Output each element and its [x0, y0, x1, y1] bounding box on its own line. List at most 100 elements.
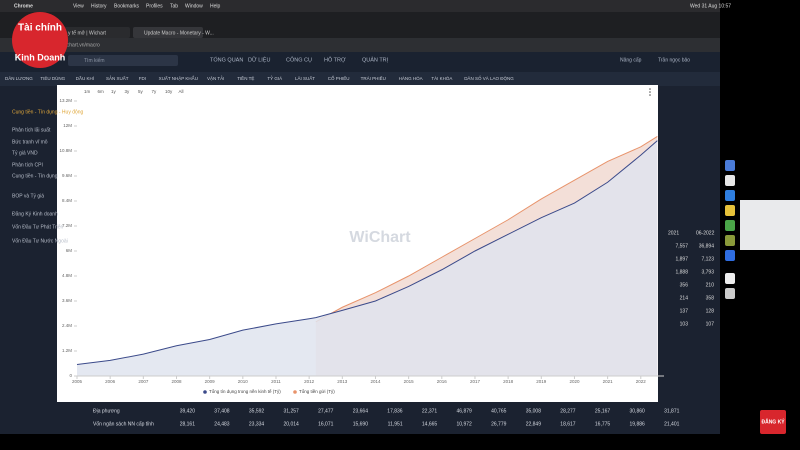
nav-item[interactable]: QUẢN TRỊ [362, 56, 389, 63]
table-cell: 16,071 [318, 421, 334, 427]
x-tick-label: 2007 [138, 379, 149, 384]
subnav-item[interactable]: VẬN TẢI [207, 75, 224, 81]
menu-item[interactable]: History [91, 3, 107, 9]
subnav-item[interactable]: DÂN LƯƠNG [5, 75, 33, 81]
subnav-item[interactable]: DÂN SỐ VÀ LAO ĐỘNG [464, 75, 514, 81]
table-cell: 28,161 [180, 421, 196, 427]
sidebar-item[interactable]: Phân tích CPI [12, 162, 43, 168]
menu-item[interactable]: Profiles [146, 3, 163, 9]
subnav-item[interactable]: CỔ PHIẾU [328, 75, 350, 81]
dock-icon[interactable] [725, 235, 735, 246]
sidebar-item[interactable]: Bức tranh vĩ mô [12, 139, 48, 145]
table-cell: 37,408 [214, 408, 230, 414]
dock-icon[interactable] [725, 205, 735, 216]
table-cell: 10,972 [457, 421, 473, 427]
subnav-item[interactable]: TIỀN TỆ [237, 74, 254, 81]
subnav-item[interactable]: TỶ GIÁ [267, 75, 282, 81]
dock-icon[interactable] [725, 175, 735, 186]
menu-dot[interactable] [649, 91, 651, 93]
sidebar-item[interactable]: Đăng Ký Kinh doanh [12, 211, 58, 217]
range-button[interactable]: 1m [84, 89, 91, 94]
search-box[interactable] [68, 55, 178, 66]
dock-icon[interactable] [725, 273, 735, 284]
menu-dot[interactable] [649, 94, 651, 96]
address: wichart.vn/macro [62, 42, 100, 48]
address-bar [0, 38, 720, 52]
legend-marker[interactable] [293, 390, 297, 394]
app-name: Chrome [14, 3, 33, 9]
menu-item[interactable]: Bookmarks [114, 3, 140, 9]
range-button[interactable]: All [179, 89, 184, 94]
x-tick-label: 2009 [205, 379, 216, 384]
range-button[interactable]: 1y [111, 89, 117, 94]
sidebar-item[interactable]: Tỷ giá VND [12, 149, 38, 156]
legend-label: Tổng tín dụng trong nền kinh tế (Tỷ) [209, 388, 281, 394]
legend-label: Tổng tiền gửi (Tỷ) [299, 388, 335, 394]
y-tick-label: 4.8M [62, 273, 72, 278]
dock-icon[interactable] [725, 160, 735, 171]
nav-item[interactable]: TỔNG QUAN [210, 56, 243, 63]
table-cell: 35,592 [249, 408, 265, 414]
tab[interactable] [133, 27, 203, 38]
range-button[interactable]: 5y [138, 89, 144, 94]
side-cell: 356 [680, 282, 689, 288]
subnav-item[interactable]: DẦU KHÍ [76, 75, 95, 81]
nav-item[interactable]: HỖ TRỢ [324, 56, 346, 63]
subnav-item[interactable]: TRÁI PHIẾU [361, 75, 386, 81]
subnav-item[interactable]: TIÊU DÙNG [40, 74, 65, 81]
site-header [0, 52, 720, 72]
subnav-item[interactable]: XUẤT NHẬP KHẨU [159, 75, 198, 81]
range-button[interactable]: 10y [165, 89, 173, 94]
range-button[interactable]: 6m [98, 89, 105, 94]
side-cell: 36,894 [699, 243, 715, 249]
menu-item[interactable]: View [73, 3, 84, 9]
side-header: 06-2022 [696, 230, 715, 236]
subnav-item[interactable]: LÃI SUẤT [295, 75, 315, 81]
menu-item[interactable]: Window [185, 3, 203, 9]
nav-item[interactable]: CÔNG CỤ [286, 56, 312, 63]
table-cell: 16,775 [595, 421, 611, 427]
x-tick-label: 2015 [404, 379, 415, 384]
x-tick-label: 2016 [437, 379, 448, 384]
y-tick-label: 8.4M [62, 198, 72, 203]
legend-marker[interactable] [203, 390, 207, 394]
x-tick-label: 2008 [171, 379, 182, 384]
dock-icon[interactable] [725, 288, 735, 299]
sidebar-item[interactable]: BOP và Tỷ giá [12, 192, 44, 199]
sidebar-item[interactable]: Vốn Đầu Tư Nước Ngoài [12, 238, 68, 244]
table-cell: 28,277 [560, 408, 576, 414]
table-cell: 46,879 [457, 408, 473, 414]
x-tick-label: 2017 [470, 379, 481, 384]
sidebar-item[interactable]: Cung tiền - Tín dụng [12, 173, 58, 179]
menu-item[interactable]: Help [210, 3, 221, 9]
y-tick-label: 10.8M [59, 148, 72, 153]
tab[interactable] [60, 27, 130, 38]
table-cell: 22,849 [526, 421, 542, 427]
subnav-item[interactable]: SẢN XUẤT [106, 75, 129, 81]
nav-item[interactable]: DỮ LIỆU [248, 55, 270, 63]
menu-dot[interactable] [649, 88, 651, 90]
menu-item[interactable]: Tab [170, 3, 178, 9]
sidebar-item[interactable]: Vốn Đầu Tư Phát Triển [12, 223, 64, 230]
x-tick-label: 2022 [636, 379, 647, 384]
tab-title: y tế mở | Wichart [68, 29, 107, 36]
x-tick-label: 2011 [271, 379, 281, 384]
sidebar-item[interactable]: Phân tích lãi suất [12, 127, 51, 133]
subnav-item[interactable]: TÀI KHÓA [431, 75, 452, 81]
subnav-item[interactable]: FDI [139, 76, 146, 81]
dock-icon[interactable] [725, 250, 735, 261]
y-tick-label: 3.6M [62, 298, 72, 303]
y-tick-label: 1.2M [62, 348, 72, 353]
user-link[interactable]: Nâng cấp [620, 57, 642, 63]
y-tick-label: 6M [66, 248, 73, 253]
subscribe-button[interactable] [760, 410, 786, 434]
menubar [0, 0, 720, 12]
clock: Wed 31 Aug 10:57 [690, 3, 731, 9]
range-button[interactable]: 7y [152, 89, 158, 94]
range-button[interactable]: 3y [125, 89, 131, 94]
dock-icon[interactable] [725, 190, 735, 201]
dock-icon[interactable] [725, 220, 735, 231]
sidebar-item[interactable]: Cung tiền - Tín dụng - Huy động [12, 109, 84, 115]
subnav-item[interactable]: HÀNG HÓA [399, 75, 423, 81]
